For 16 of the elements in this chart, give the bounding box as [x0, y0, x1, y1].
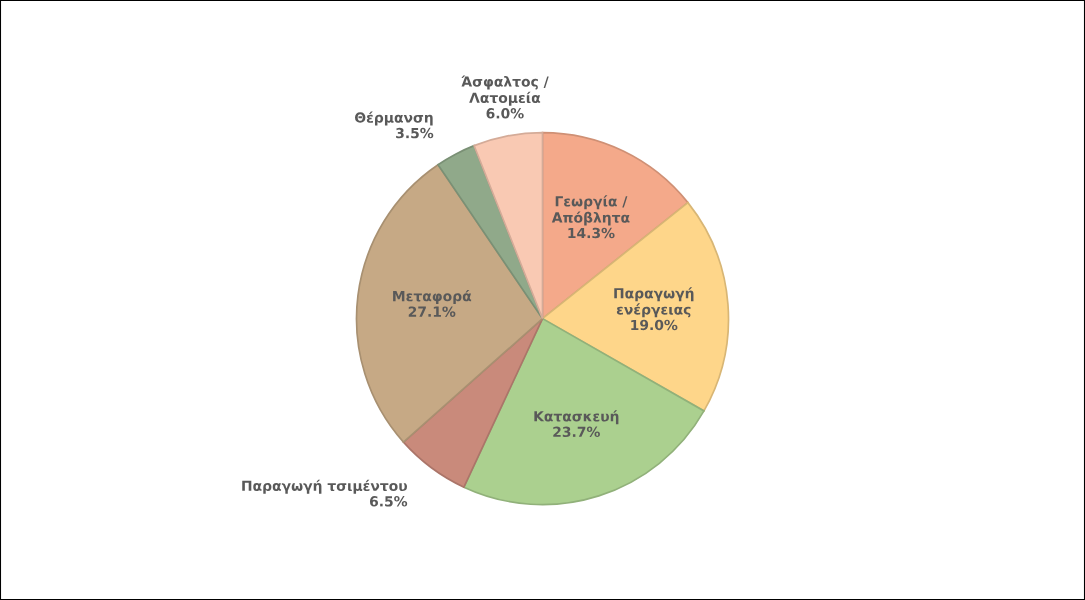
slice-label: Παραγωγή τσιμέντου	[242, 479, 407, 494]
data-label: 14.3%	[568, 227, 615, 239]
pie-slice	[473, 131, 544, 320]
data-label: 3.5%	[396, 127, 434, 139]
data-label: 6.0%	[486, 108, 524, 119]
slice-label: Γεωργία / Απόβλητα	[551, 195, 630, 226]
data-label: 23.7%	[553, 426, 600, 438]
data-label: 6.5%	[369, 496, 408, 507]
slice-label: Άσφαλτος / Λατομεία	[461, 75, 549, 106]
pie-slice	[463, 317, 705, 506]
data-label: 27.1%	[408, 306, 456, 317]
slice-label: Κατασκευή	[534, 410, 619, 425]
data-label: 19.0%	[631, 319, 678, 331]
slice-label: Μεταφορά	[393, 290, 472, 305]
slice-label: Θέρμανση	[355, 111, 433, 126]
slice-label: Παραγωγή ενέργειας	[614, 287, 694, 318]
